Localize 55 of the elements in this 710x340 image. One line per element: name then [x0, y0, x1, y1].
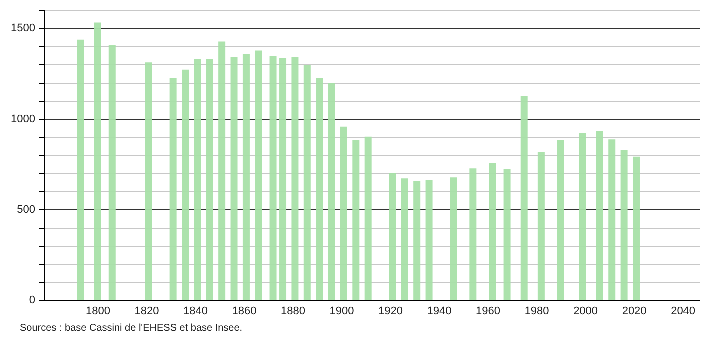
bar: [270, 56, 277, 300]
x-tick-label: 2040: [671, 306, 696, 318]
x-tick-label: 1920: [378, 306, 404, 318]
bar: [389, 173, 396, 300]
bar: [364, 136, 372, 300]
bar: [470, 168, 477, 300]
bar: [108, 45, 116, 300]
x-tick-label: 2000: [574, 306, 598, 318]
bar: [579, 133, 586, 300]
bar: [280, 58, 287, 300]
bar: [426, 180, 433, 300]
x-tick-label: 1900: [330, 306, 354, 318]
bar: [292, 57, 299, 300]
bar: [520, 96, 528, 300]
bar: [316, 78, 324, 300]
bar: [504, 170, 511, 300]
x-tick-label: 1860: [232, 306, 257, 318]
bar: [182, 70, 190, 300]
bar: [596, 131, 604, 300]
x-tick-label: 1820: [134, 306, 160, 318]
x-tick-label: 1880: [281, 306, 306, 318]
bar: [255, 50, 262, 300]
bar: [352, 140, 360, 300]
bar: [145, 62, 152, 300]
bar: [450, 178, 458, 300]
y-tick-label: 1000: [11, 113, 36, 126]
bar: [230, 57, 238, 300]
x-tick-label: 1940: [427, 306, 452, 318]
bar: [328, 83, 336, 300]
bar: [557, 140, 564, 300]
y-tick-label: 1500: [11, 22, 36, 35]
bar: [401, 178, 408, 300]
bar: [94, 22, 102, 300]
bar: [632, 156, 640, 300]
bar: [304, 65, 311, 300]
bar: [218, 42, 226, 300]
bar: [77, 40, 84, 300]
x-tick-label: 1840: [184, 306, 208, 318]
bar: [608, 140, 616, 300]
x-tick-label: 2020: [622, 306, 647, 318]
bar: [489, 163, 496, 300]
bar: [340, 126, 348, 300]
x-tick-label: 1960: [476, 306, 501, 318]
bar: [414, 181, 421, 300]
bar: [206, 58, 214, 300]
bar: [170, 78, 177, 300]
bar: [194, 58, 202, 300]
x-tick-label: 1980: [524, 306, 550, 318]
bar: [538, 152, 545, 300]
y-tick-label: 500: [17, 204, 36, 216]
bar: [620, 150, 628, 300]
y-tick-label: 0: [29, 294, 36, 306]
source-note: Sources : base Cassini de l'EHESS et base Insee.: [20, 323, 243, 334]
bar: [242, 54, 250, 300]
x-tick-label: 1800: [86, 306, 110, 318]
